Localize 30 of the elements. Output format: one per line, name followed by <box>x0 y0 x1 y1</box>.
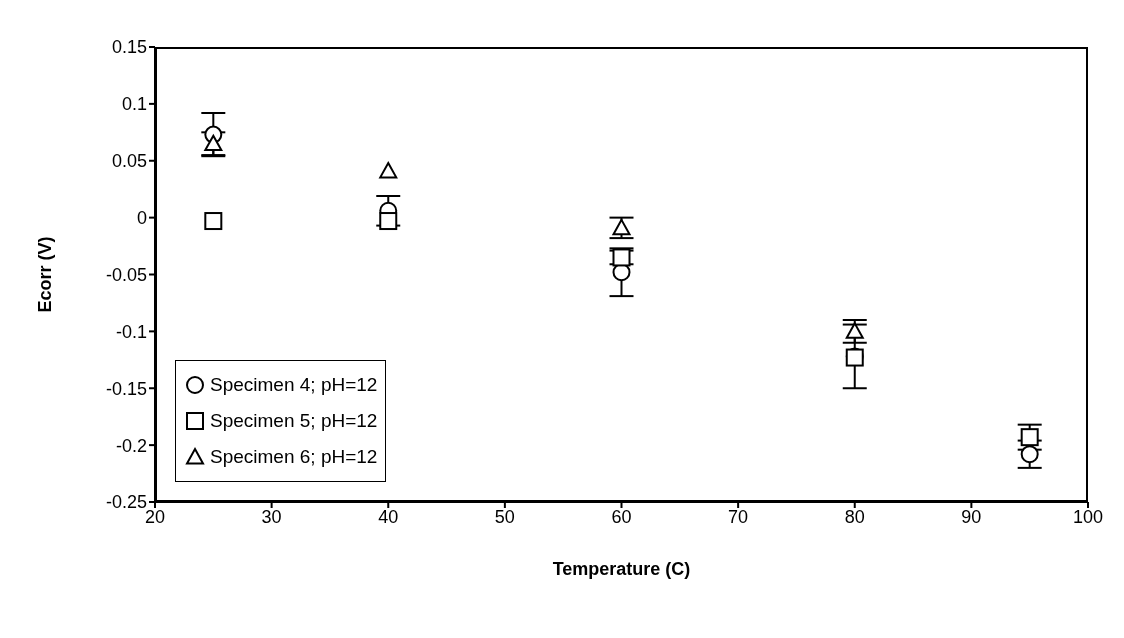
legend-label: Specimen 4; pH=12 <box>210 374 378 396</box>
y-axis-title: Ecorr (V) <box>35 236 56 313</box>
x-tick-label: 100 <box>1072 506 1104 527</box>
x-tick-label: 70 <box>728 506 749 527</box>
y-tick-label: -0.1 <box>115 321 147 342</box>
y-tick-label: -0.2 <box>115 435 147 456</box>
x-tick-label: 60 <box>611 506 632 527</box>
y-tick-label: -0.15 <box>105 378 147 399</box>
x-axis-title: Temperature (C) <box>552 558 691 579</box>
y-tick-label: 0.1 <box>121 94 147 115</box>
x-tick-label: 80 <box>844 506 865 527</box>
x-tick-label: 30 <box>261 506 282 527</box>
point <box>1020 445 1039 464</box>
point <box>204 212 223 231</box>
y-tick-label: 0.05 <box>111 151 147 172</box>
x-tick-label: 90 <box>961 506 982 527</box>
y-tick-label: -0.05 <box>105 264 147 285</box>
y-tick-label: -0.25 <box>105 492 147 513</box>
x-tick-label: 40 <box>378 506 399 527</box>
point <box>612 248 631 267</box>
point <box>204 134 223 152</box>
point <box>845 322 864 339</box>
point <box>1020 428 1039 447</box>
y-tick-label: 0 <box>136 208 147 229</box>
legend-label: Specimen 6; pH=12 <box>210 446 378 468</box>
y-tick-label: 0.15 <box>111 37 147 58</box>
x-tick-label: 50 <box>494 506 515 527</box>
legend-label: Specimen 5; pH=12 <box>210 410 378 432</box>
point <box>379 212 398 231</box>
point <box>379 161 398 179</box>
